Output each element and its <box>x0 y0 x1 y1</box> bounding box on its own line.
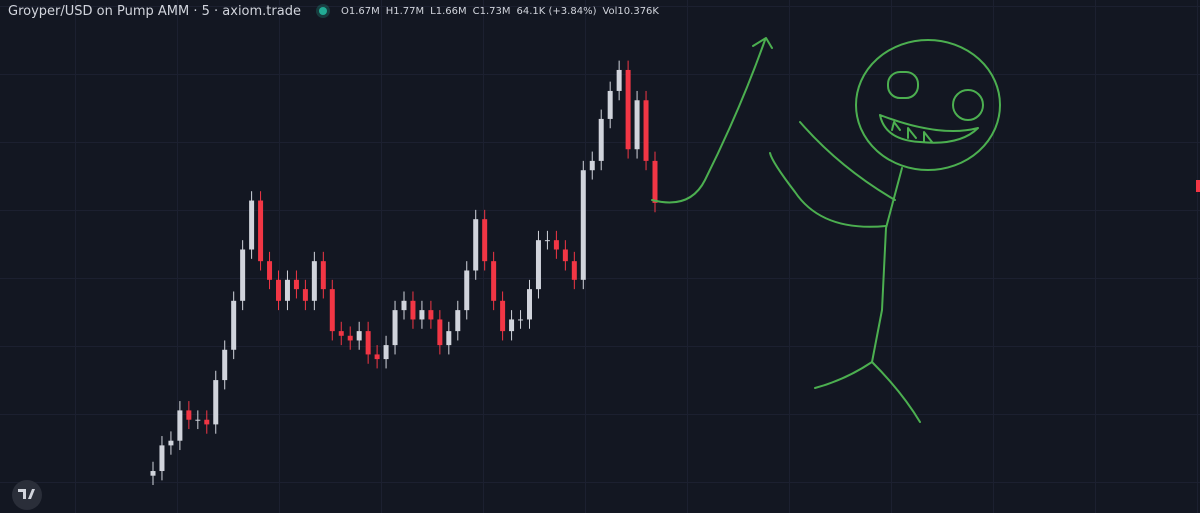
doodle-leg <box>871 361 921 423</box>
legend-bar: Groyper/USD on Pump AMM · 5 · axiom.trad… <box>8 2 659 20</box>
doodle-arrowhead <box>752 37 773 49</box>
tv-logo-mark <box>18 489 35 499</box>
price-marker <box>1196 180 1200 192</box>
doodle-body <box>871 167 903 363</box>
ohlc-high: H1.77M <box>385 5 425 17</box>
ohlc-low: L1.66M <box>430 5 467 17</box>
doodle-arrow <box>651 39 766 204</box>
ohlc-change: 64.1K (+3.84%) <box>516 5 597 17</box>
ohlc-close: C1.73M <box>472 5 511 17</box>
doodle-leg <box>814 361 873 389</box>
ohlc-open: O1.67M <box>340 5 380 17</box>
doodle-mouth <box>879 114 979 144</box>
tv-logo[interactable] <box>12 480 42 510</box>
status-dot <box>318 7 327 15</box>
doodle <box>651 37 1001 423</box>
doodle-eye <box>952 89 984 121</box>
doodle-arm <box>769 152 887 228</box>
volume: Vol10.376K <box>602 5 659 17</box>
doodle-arm <box>799 121 896 201</box>
symbol-title[interactable]: Groyper/USD on Pump AMM · 5 · axiom.trad… <box>8 3 301 19</box>
doodle-eye <box>887 71 919 99</box>
doodle-face <box>855 39 1001 171</box>
